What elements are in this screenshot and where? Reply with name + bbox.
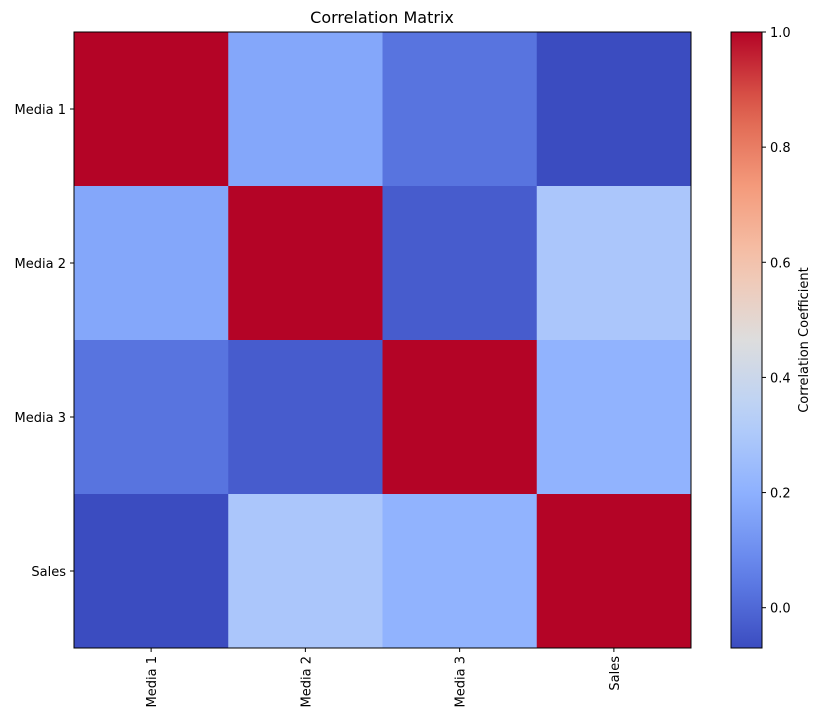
heatmap-cell: [74, 32, 229, 187]
heatmap-cell: [228, 494, 383, 649]
x-axis-ticks: Media 1 Media 2 Media 3 Sales: [145, 648, 623, 707]
heatmap-cell: [228, 340, 383, 495]
colorbar-gradient: [730, 31, 763, 649]
heatmap-cell: [74, 340, 229, 495]
colorbar-tick-label: 0.6: [770, 256, 791, 271]
heatmap-cell: [74, 494, 229, 649]
colorbar-tick-label: 0.2: [770, 487, 791, 502]
heatmap-cell: [382, 186, 538, 341]
colorbar-ticks: 0.0 0.2 0.4 0.6 0.8 1.0: [762, 26, 791, 617]
heatmap-cell: [536, 32, 692, 187]
y-tick-label: Media 3: [15, 411, 66, 426]
x-tick-label: Sales: [608, 656, 623, 691]
y-tick-label: Media 2: [15, 257, 66, 272]
x-tick-label: Media 2: [299, 656, 314, 707]
heatmap-cell: [74, 186, 229, 341]
plot-frame: [73, 31, 692, 649]
chart-title: Correlation Matrix: [310, 8, 454, 27]
y-tick-label: Sales: [31, 565, 66, 580]
colorbar-tick-label: 0.4: [770, 371, 791, 386]
x-tick-label: Media 3: [454, 656, 469, 707]
colorbar-tick-label: 0.8: [770, 141, 791, 156]
y-tick-label: Media 1: [15, 103, 66, 118]
heatmap-cell: [536, 186, 692, 341]
heatmap-cell: [382, 32, 538, 187]
heatmap-cell: [536, 494, 692, 649]
heatmap-cell: [536, 340, 692, 495]
colorbar-label: Correlation Coefficient: [797, 267, 812, 413]
y-axis-ticks: Media 1 Media 2 Media 3 Sales: [15, 103, 74, 580]
heatmap-cell: [382, 340, 538, 495]
colorbar-tick-label: 0.0: [770, 602, 791, 617]
heatmap-cell: [228, 186, 383, 341]
heatmap-cell: [382, 494, 538, 649]
colorbar: 0.0 0.2 0.4 0.6 0.8 1.0 Correlation Coefficie…: [730, 26, 812, 649]
heatmap-cell: [228, 32, 383, 187]
x-tick-label: Media 1: [145, 656, 160, 707]
heatmap-cells: [74, 32, 692, 649]
colorbar-tick-label: 1.0: [770, 26, 791, 41]
